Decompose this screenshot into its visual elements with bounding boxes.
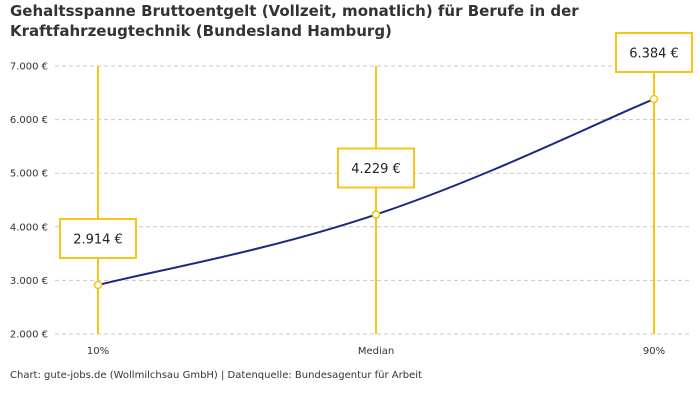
value-label-box (59, 218, 137, 260)
x-tick-label: 10% (87, 346, 109, 357)
data-point (93, 280, 103, 290)
y-tick-label: 5.000 € (10, 169, 48, 180)
x-tick-label: 90% (643, 346, 665, 357)
y-tick-label: 7.000 € (10, 62, 48, 73)
y-axis-ticks: 2.000 € 3.000 € 4.000 € 5.000 € 6.000 € 7.000… (10, 62, 48, 341)
y-tick-label: 6.000 € (10, 115, 48, 126)
data-points (93, 94, 659, 290)
value-label: 4.229 € (351, 162, 401, 177)
x-tick-label: Median (358, 346, 394, 357)
y-tick-label: 4.000 € (10, 222, 48, 233)
value-label-box (337, 147, 415, 189)
y-tick-label: 3.000 € (10, 276, 48, 287)
value-label-box (615, 32, 693, 74)
y-tick-label: 2.000 € (10, 330, 48, 341)
chart-title: Gehaltsspanne Bruttoentgelt (Vollzeit, m… (10, 2, 579, 40)
value-label: 2.914 € (73, 233, 123, 248)
value-label: 6.384 € (629, 47, 679, 62)
grid-lines (55, 65, 690, 335)
x-axis-ticks: 10% Median 90% (87, 346, 665, 357)
value-labels: 2.914 € 4.229 € 6.384 € (59, 32, 693, 260)
data-point (371, 210, 381, 219)
chart-source: Chart: gute-jobs.de (Wollmilchsau GmbH) … (10, 370, 422, 381)
percentile-markers (97, 66, 655, 334)
data-point (649, 94, 659, 104)
